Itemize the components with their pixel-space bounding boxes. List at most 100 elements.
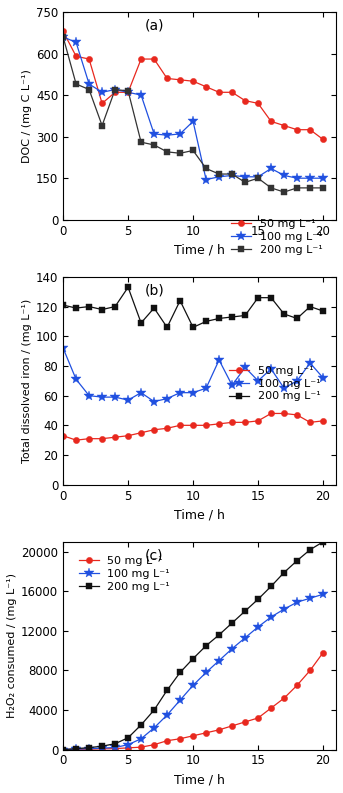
200 mg L⁻¹	[308, 302, 312, 312]
50 mg L⁻¹	[74, 52, 78, 61]
100 mg L⁻¹	[87, 744, 91, 753]
50 mg L⁻¹	[191, 420, 195, 430]
200 mg L⁻¹	[282, 309, 286, 319]
100 mg L⁻¹	[87, 391, 91, 400]
50 mg L⁻¹	[165, 423, 169, 433]
200 mg L⁻¹	[178, 668, 182, 677]
100 mg L⁻¹	[61, 33, 65, 42]
50 mg L⁻¹	[126, 743, 130, 753]
100 mg L⁻¹	[243, 633, 247, 642]
200 mg L⁻¹	[243, 607, 247, 616]
50 mg L⁻¹	[100, 434, 104, 443]
200 mg L⁻¹	[87, 85, 91, 94]
100 mg L⁻¹	[256, 623, 260, 632]
50 mg L⁻¹	[308, 418, 312, 427]
200 mg L⁻¹	[100, 741, 104, 751]
Legend: 50 mg L⁻¹, 100 mg L⁻¹, 200 mg L⁻¹: 50 mg L⁻¹, 100 mg L⁻¹, 200 mg L⁻¹	[227, 215, 328, 259]
200 mg L⁻¹	[165, 685, 169, 695]
200 mg L⁻¹	[113, 85, 117, 94]
Line: 100 mg L⁻¹: 100 mg L⁻¹	[58, 589, 328, 754]
50 mg L⁻¹	[165, 736, 169, 745]
50 mg L⁻¹	[217, 87, 221, 97]
100 mg L⁻¹	[191, 388, 195, 397]
100 mg L⁻¹	[165, 394, 169, 404]
50 mg L⁻¹	[269, 117, 273, 126]
50 mg L⁻¹	[308, 125, 312, 135]
50 mg L⁻¹	[204, 728, 208, 737]
100 mg L⁻¹	[165, 131, 169, 140]
50 mg L⁻¹	[126, 87, 130, 97]
50 mg L⁻¹	[282, 408, 286, 418]
200 mg L⁻¹	[230, 169, 234, 178]
200 mg L⁻¹	[74, 79, 78, 89]
100 mg L⁻¹	[230, 170, 234, 180]
50 mg L⁻¹	[87, 54, 91, 63]
Line: 50 mg L⁻¹: 50 mg L⁻¹	[60, 649, 326, 753]
50 mg L⁻¹	[165, 74, 169, 83]
50 mg L⁻¹	[178, 420, 182, 430]
50 mg L⁻¹	[321, 416, 325, 426]
200 mg L⁻¹	[139, 318, 143, 328]
50 mg L⁻¹	[217, 419, 221, 428]
100 mg L⁻¹	[100, 87, 104, 97]
200 mg L⁻¹	[61, 301, 65, 310]
50 mg L⁻¹	[282, 693, 286, 703]
200 mg L⁻¹	[204, 641, 208, 650]
100 mg L⁻¹	[178, 388, 182, 397]
100 mg L⁻¹	[113, 85, 117, 94]
100 mg L⁻¹	[126, 740, 130, 749]
200 mg L⁻¹	[256, 595, 260, 604]
200 mg L⁻¹	[152, 303, 156, 312]
100 mg L⁻¹	[269, 612, 273, 622]
50 mg L⁻¹	[113, 744, 117, 753]
100 mg L⁻¹	[282, 604, 286, 614]
200 mg L⁻¹	[165, 147, 169, 157]
100 mg L⁻¹	[74, 745, 78, 754]
50 mg L⁻¹	[204, 82, 208, 91]
50 mg L⁻¹	[243, 418, 247, 427]
100 mg L⁻¹	[308, 174, 312, 183]
50 mg L⁻¹	[191, 731, 195, 741]
50 mg L⁻¹	[230, 418, 234, 427]
100 mg L⁻¹	[126, 87, 130, 97]
100 mg L⁻¹	[74, 37, 78, 47]
100 mg L⁻¹	[139, 388, 143, 397]
50 mg L⁻¹	[217, 725, 221, 734]
200 mg L⁻¹	[295, 183, 299, 193]
50 mg L⁻¹	[321, 648, 325, 657]
100 mg L⁻¹	[100, 393, 104, 402]
50 mg L⁻¹	[295, 125, 299, 135]
50 mg L⁻¹	[61, 745, 65, 754]
Legend: 50 mg L⁻¹, 100 mg L⁻¹, 200 mg L⁻¹: 50 mg L⁻¹, 100 mg L⁻¹, 200 mg L⁻¹	[74, 552, 175, 596]
50 mg L⁻¹	[295, 680, 299, 690]
X-axis label: Time / h: Time / h	[174, 508, 225, 521]
50 mg L⁻¹	[308, 665, 312, 675]
100 mg L⁻¹	[204, 668, 208, 677]
200 mg L⁻¹	[139, 137, 143, 147]
200 mg L⁻¹	[113, 739, 117, 749]
50 mg L⁻¹	[178, 734, 182, 744]
100 mg L⁻¹	[100, 743, 104, 753]
100 mg L⁻¹	[217, 172, 221, 182]
100 mg L⁻¹	[269, 364, 273, 374]
100 mg L⁻¹	[282, 384, 286, 393]
200 mg L⁻¹	[139, 720, 143, 730]
100 mg L⁻¹	[152, 129, 156, 139]
100 mg L⁻¹	[204, 384, 208, 393]
100 mg L⁻¹	[217, 656, 221, 665]
50 mg L⁻¹	[139, 742, 143, 752]
100 mg L⁻¹	[321, 174, 325, 183]
50 mg L⁻¹	[61, 431, 65, 440]
50 mg L⁻¹	[178, 75, 182, 85]
100 mg L⁻¹	[269, 163, 273, 173]
200 mg L⁻¹	[100, 121, 104, 130]
200 mg L⁻¹	[204, 163, 208, 173]
200 mg L⁻¹	[321, 306, 325, 316]
200 mg L⁻¹	[217, 630, 221, 640]
50 mg L⁻¹	[87, 745, 91, 754]
50 mg L⁻¹	[243, 96, 247, 105]
50 mg L⁻¹	[113, 87, 117, 97]
Line: 50 mg L⁻¹: 50 mg L⁻¹	[60, 29, 326, 143]
200 mg L⁻¹	[113, 302, 117, 312]
100 mg L⁻¹	[126, 396, 130, 405]
